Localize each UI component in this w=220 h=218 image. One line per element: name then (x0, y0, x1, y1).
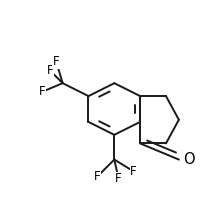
Text: F: F (94, 170, 100, 183)
Text: F: F (46, 64, 53, 77)
Text: F: F (53, 55, 59, 68)
Text: O: O (183, 152, 195, 167)
Text: F: F (39, 85, 46, 98)
Text: F: F (130, 165, 137, 178)
Text: F: F (115, 172, 122, 186)
